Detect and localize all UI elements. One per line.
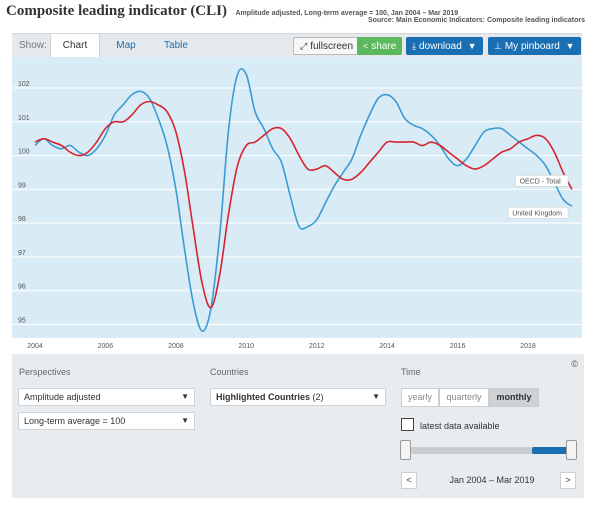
x-tick-label: 2010 — [238, 343, 254, 350]
x-tick-label: 2004 — [27, 343, 43, 350]
time-slider-start-handle[interactable] — [400, 440, 411, 460]
chevron-down-icon: ▼ — [181, 416, 189, 425]
x-tick-label: 2018 — [520, 343, 536, 350]
countries-label: Countries — [210, 367, 249, 377]
series-label-box — [515, 175, 569, 187]
header: Composite leading indicator (CLI) Amplit… — [6, 2, 458, 20]
tab-chart[interactable]: Chart — [50, 34, 100, 59]
expand-icon: ⤢ — [300, 41, 308, 51]
time-slider-track[interactable] — [403, 447, 575, 454]
pin-icon: ⊥ — [494, 41, 502, 51]
y-tick-label: 100 — [18, 149, 30, 156]
y-tick-label: 97 — [18, 250, 26, 257]
chart-area[interactable]: 95 96 97 98 99 100 101 102 2004 2006 2008 2010 2012 2… — [12, 57, 582, 350]
controls-panel: © Perspectives Amplitude adjusted ▼ Long… — [12, 354, 584, 498]
x-tick-label: 2006 — [98, 343, 114, 350]
countries-count: (2) — [312, 392, 324, 402]
countries-select-value: Highlighted Countries — [216, 392, 310, 402]
chevron-down-icon: ▼ — [467, 41, 477, 51]
y-tick-label: 95 — [18, 317, 26, 324]
latest-data-checkbox[interactable] — [401, 418, 414, 431]
y-tick-label: 102 — [18, 81, 30, 88]
source-note: Source: Main Economic Indicators: Compos… — [367, 17, 585, 24]
time-monthly-button[interactable]: monthly — [489, 388, 539, 407]
series-line-united-kingdom — [34, 68, 573, 332]
time-label: Time — [401, 367, 421, 377]
x-tick-label: 2014 — [379, 343, 395, 350]
series-label-box — [507, 206, 569, 219]
show-label: Show: — [19, 40, 47, 51]
series-end-label: United Kingdom — [512, 210, 562, 217]
pinboard-label: My pinboard — [504, 41, 560, 52]
range-prev-button[interactable]: < — [401, 472, 417, 489]
tab-map[interactable]: Map — [116, 40, 136, 51]
time-slider-end-handle[interactable] — [566, 440, 577, 460]
x-tick-label: 2016 — [450, 343, 466, 350]
share-button[interactable]: < share — [357, 37, 403, 55]
fullscreen-button[interactable]: ⤢ fullscreen — [293, 37, 361, 55]
share-icon: < — [363, 41, 369, 51]
share-label: share — [371, 41, 397, 52]
latest-data-label: latest data available — [420, 421, 500, 431]
tab-table[interactable]: Table — [164, 40, 188, 51]
perspectives-label: Perspectives — [19, 367, 71, 377]
perspective-select-1-value: Amplitude adjusted — [24, 392, 101, 402]
line-chart[interactable]: 95 96 97 98 99 100 101 102 2004 2006 2008 2010 2012 2… — [12, 57, 582, 353]
y-tick-label: 98 — [18, 216, 26, 223]
perspective-select-2[interactable]: Long-term average = 100 ▼ — [18, 412, 195, 430]
chart-toolbar: Show: Chart Map Table ⤢ fullscreen < share… — [12, 33, 582, 59]
countries-select[interactable]: Highlighted Countries (2) ▼ — [210, 388, 386, 406]
page-title: Composite leading indicator (CLI) — [6, 3, 227, 19]
pinboard-button[interactable]: ⊥ My pinboard ▼ — [488, 37, 581, 55]
series-end-label: OECD - Total — [520, 178, 562, 185]
range-next-button[interactable]: > — [560, 472, 576, 489]
perspective-select-1[interactable]: Amplitude adjusted ▼ — [18, 388, 195, 406]
chevron-down-icon: ▼ — [372, 392, 380, 401]
page-subtitle: Amplitude adjusted, Long-term average = … — [235, 10, 459, 17]
time-quarterly-button[interactable]: quarterly — [439, 388, 489, 407]
y-tick-label: 99 — [18, 182, 26, 189]
download-button[interactable]: ⤓ download ▼ — [406, 37, 483, 55]
fullscreen-label: fullscreen — [310, 41, 354, 52]
perspective-select-2-value: Long-term average = 100 — [24, 416, 126, 426]
chevron-down-icon: ▼ — [181, 392, 189, 401]
download-icon: ⤓ — [412, 41, 416, 51]
chevron-down-icon: ▼ — [565, 41, 575, 51]
x-tick-label: 2008 — [168, 343, 184, 350]
time-slider-range — [532, 447, 575, 454]
copyright-mark: © — [571, 359, 578, 369]
x-tick-label: 2012 — [309, 343, 325, 350]
time-range-text: Jan 2004 – Mar 2019 — [449, 475, 535, 485]
download-label: download — [418, 41, 462, 52]
series-line-oecd-total — [34, 100, 573, 309]
y-tick-label: 101 — [18, 115, 30, 122]
y-tick-label: 96 — [18, 284, 26, 291]
time-yearly-button[interactable]: yearly — [401, 388, 439, 407]
